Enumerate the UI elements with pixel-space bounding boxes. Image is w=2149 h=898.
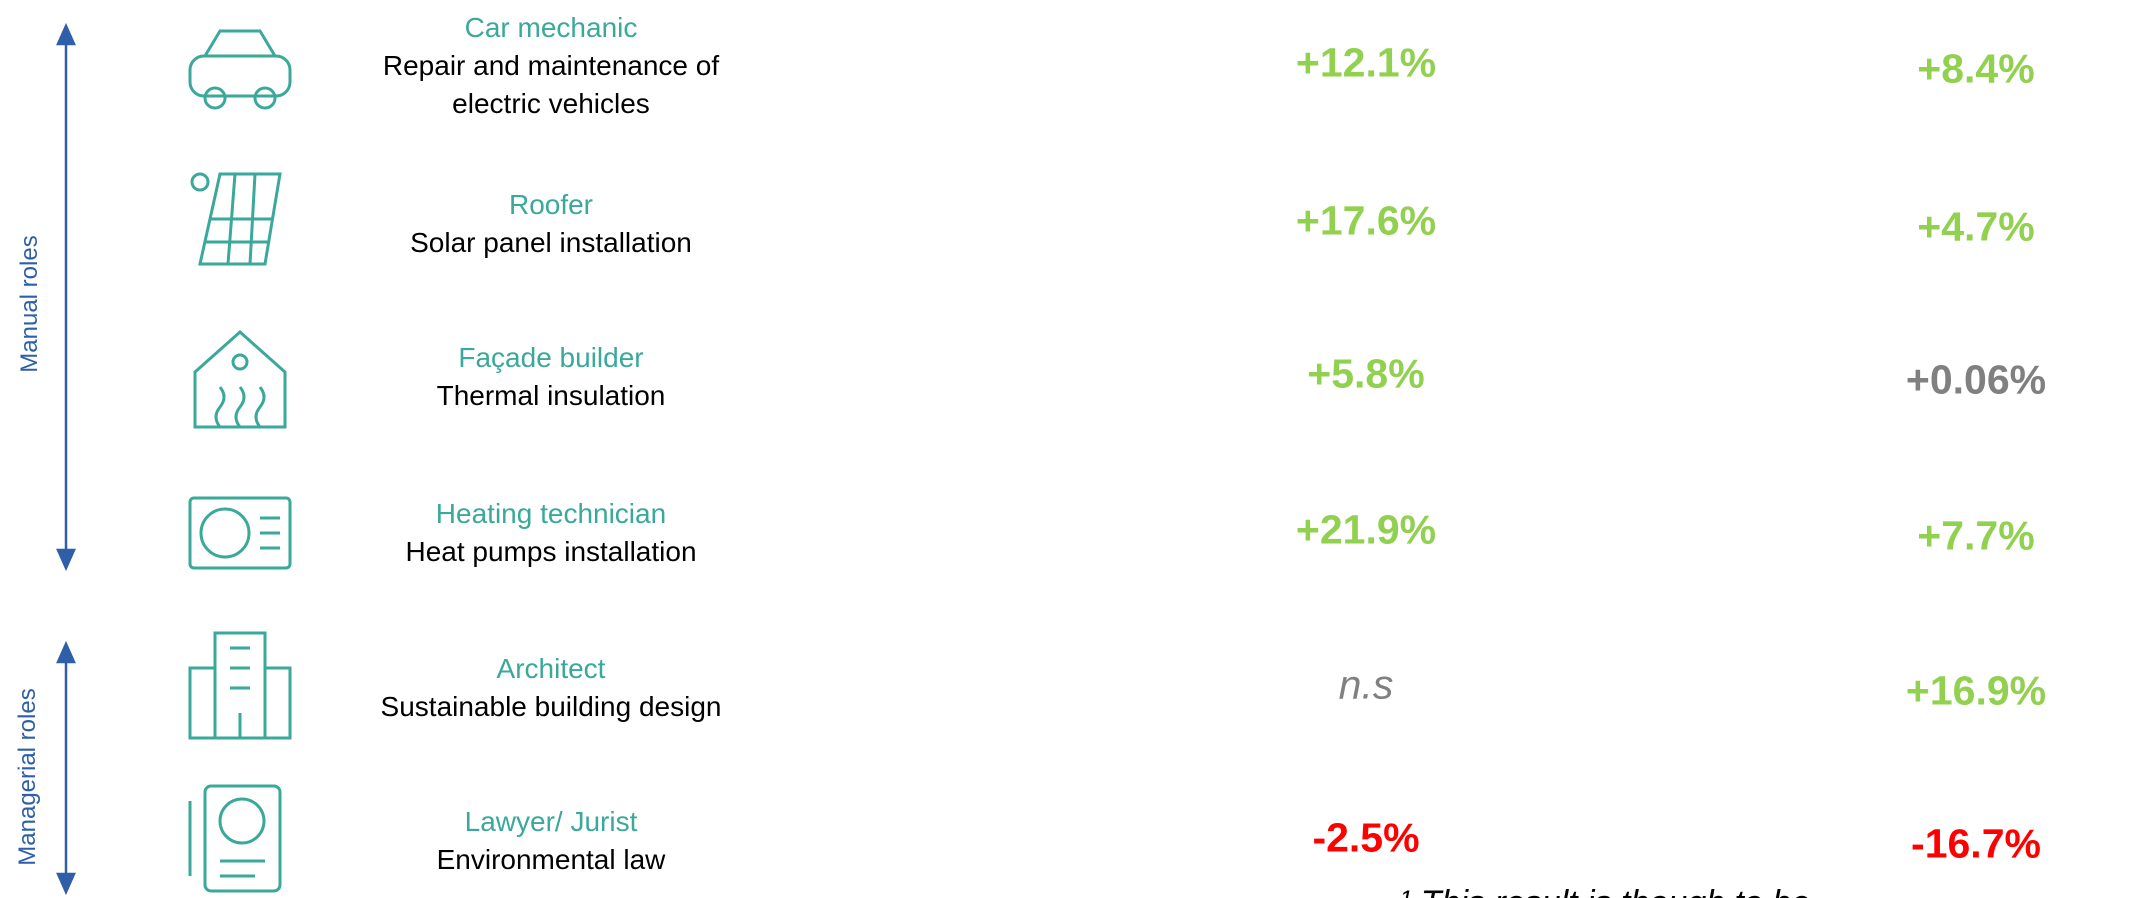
- role-icon: [180, 473, 300, 593]
- role-block: Lawyer/ Jurist Environmental law: [437, 803, 666, 879]
- role-icon: [180, 628, 300, 748]
- role-name: Car mechanic: [464, 12, 638, 43]
- role-description: Environmental law: [436, 844, 666, 875]
- role-description: electric vehicles: [452, 88, 650, 119]
- role-name: Heating technician: [435, 498, 667, 529]
- value: +17.6%: [1295, 197, 1437, 244]
- icon: [188, 784, 282, 893]
- role-block: Architect Sustainable building design: [381, 650, 722, 726]
- icon: [188, 29, 292, 110]
- role-icon: [180, 164, 300, 284]
- row: Roofer Solar panel installation +17.6% +4.7…: [0, 149, 2149, 299]
- role-block: Car mechanic Repair and maintenance of ele…: [383, 9, 719, 123]
- value: +16.9%: [1905, 667, 2047, 714]
- role-block: Heating technician Heat pumps installatio…: [405, 495, 696, 571]
- role-description: Sustainable building design: [380, 691, 722, 722]
- arrow-head: [56, 872, 76, 896]
- role-description: Repair and maintenance of: [382, 50, 720, 81]
- value: +21.9%: [1295, 506, 1437, 553]
- value: -16.7%: [1911, 820, 2041, 867]
- role-block: Roofer Solar panel installation: [410, 186, 692, 262]
- value: +5.8%: [1307, 350, 1425, 397]
- value: +7.7%: [1917, 512, 2035, 559]
- role-icon: [180, 781, 300, 898]
- arrow-head: [56, 548, 76, 572]
- role-icon: [180, 317, 300, 437]
- value: +12.1%: [1295, 39, 1437, 86]
- role-description: Solar panel installation: [410, 227, 692, 258]
- role-block: Façade builder Thermal insulation: [437, 339, 666, 415]
- role-name: Architect: [496, 653, 606, 684]
- icon: [190, 172, 282, 266]
- value: +0.06%: [1905, 356, 2047, 403]
- value: +8.4%: [1917, 45, 2035, 92]
- role-description: Thermal insulation: [436, 380, 666, 411]
- role-name: Façade builder: [458, 342, 644, 373]
- role-icon: [180, 6, 300, 126]
- arrow-head: [56, 22, 76, 46]
- footnote: ¹ This result is though to be: [1400, 884, 1810, 898]
- role-description: Heat pumps installation: [405, 536, 697, 567]
- value: -2.5%: [1312, 814, 1420, 861]
- icon: [188, 496, 292, 570]
- role-name: Lawyer/ Jurist: [464, 806, 638, 837]
- row: Architect Sustainable building design n.s +…: [0, 613, 2149, 763]
- icon: [188, 631, 292, 740]
- row: Façade builder Thermal insulation +5.8% +0.…: [0, 302, 2149, 452]
- value: n.s: [1338, 661, 1394, 708]
- role-name: Roofer: [508, 189, 594, 220]
- icon: [193, 329, 287, 429]
- value: +4.7%: [1917, 203, 2035, 250]
- row: Car mechanic Repair and maintenance of ele…: [0, 0, 2149, 141]
- row: Lawyer/ Jurist Environmental law -2.5% -16.…: [0, 766, 2149, 898]
- row: Heating technician Heat pumps installatio…: [0, 458, 2149, 608]
- arrow-head: [56, 640, 76, 664]
